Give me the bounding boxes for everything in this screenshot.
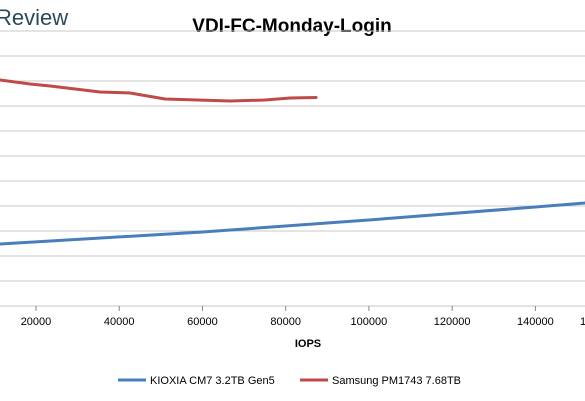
x-tick-label: 40000 [104, 316, 135, 328]
x-tick-label: 120000 [434, 316, 471, 328]
chart-title: VDI-FC-Monday-Login [192, 16, 391, 37]
x-tick-label: 60000 [187, 316, 218, 328]
legend-label: KIOXIA CM7 3.2TB Gen5 [150, 375, 275, 387]
x-tick-label: 140000 [517, 316, 554, 328]
x-tick-label: 1 [580, 316, 585, 328]
x-tick-label: 20000 [21, 316, 52, 328]
brand: Review [0, 5, 68, 30]
x-tick-label: 100000 [351, 316, 388, 328]
series-line [0, 201, 585, 246]
legend-label: Samsung PM1743 7.68TB [332, 375, 461, 387]
x-axis-label: IOPS [295, 338, 321, 350]
series-line [0, 78, 318, 103]
x-tick-label: 80000 [270, 316, 301, 328]
